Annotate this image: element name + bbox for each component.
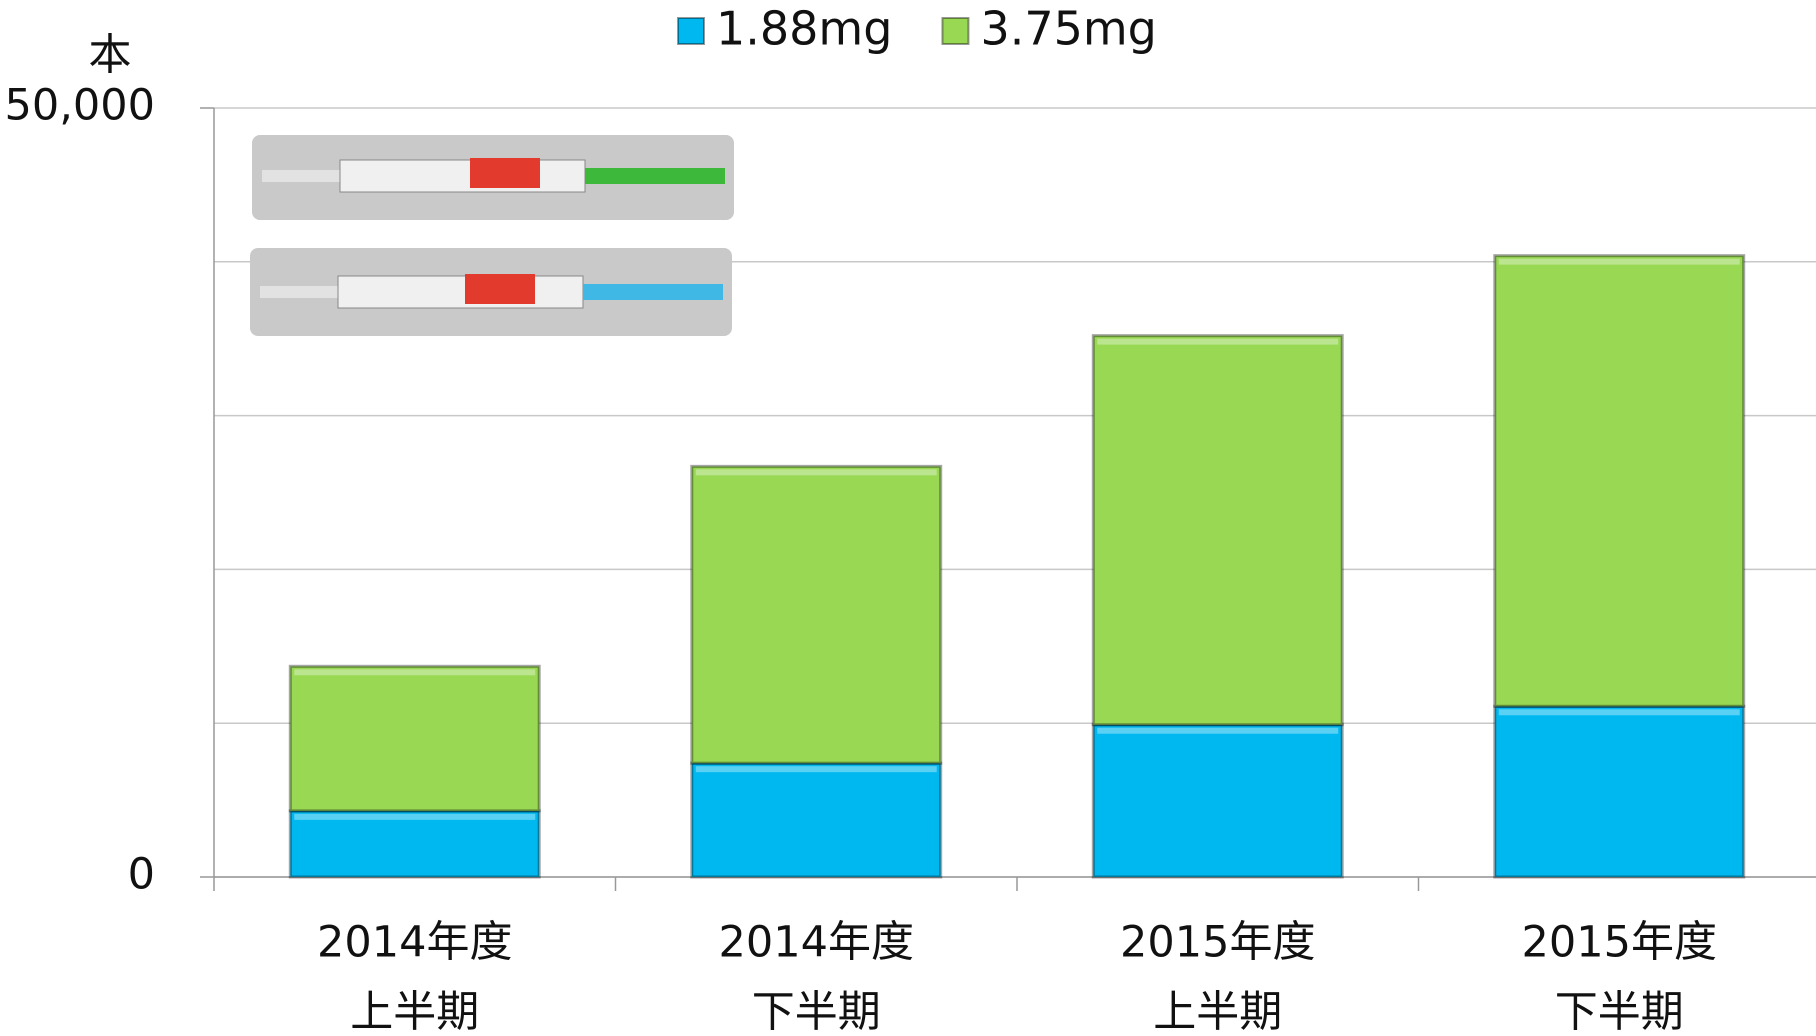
bar-bevel bbox=[1097, 728, 1338, 734]
bar-bevel bbox=[294, 669, 535, 675]
x-tick-label: 下半期 bbox=[752, 988, 881, 1036]
bar-segment bbox=[290, 811, 539, 877]
bar-segment bbox=[692, 466, 941, 763]
x-tick-label: 上半期 bbox=[1153, 988, 1282, 1036]
legend-swatch bbox=[942, 18, 968, 44]
x-tick-label: 下半期 bbox=[1555, 988, 1684, 1036]
y-unit: 本 bbox=[89, 31, 132, 81]
legend-label: 3.75mg bbox=[980, 2, 1156, 56]
needle bbox=[260, 286, 340, 298]
x-tick-label: 2014年度 bbox=[719, 918, 914, 968]
barrel bbox=[338, 276, 583, 308]
bar-segment bbox=[1495, 706, 1744, 877]
y-tick-label: 50,000 bbox=[5, 81, 155, 131]
bar-bevel bbox=[1499, 259, 1740, 265]
bar-bevel bbox=[1499, 709, 1740, 715]
plunger bbox=[583, 284, 723, 300]
bar-bevel bbox=[1097, 339, 1338, 345]
label bbox=[465, 274, 535, 304]
x-tick-label: 2015年度 bbox=[1522, 918, 1717, 968]
bar-segment bbox=[692, 763, 941, 877]
legend-swatch bbox=[678, 18, 704, 44]
bar-segment bbox=[290, 666, 539, 811]
x-tick-label: 2014年度 bbox=[317, 918, 512, 968]
bar-bevel bbox=[294, 814, 535, 820]
bar-bevel bbox=[696, 469, 937, 475]
bar-segment bbox=[1093, 725, 1342, 877]
chart: 本 050,0002014年度上半期2014年度下半期2015年度上半期2015… bbox=[0, 0, 1816, 1036]
barrel bbox=[340, 160, 585, 192]
x-tick-label: 2015年度 bbox=[1120, 918, 1315, 968]
legend-label: 1.88mg bbox=[716, 2, 892, 56]
product-photos bbox=[250, 135, 734, 336]
bar-segment bbox=[1093, 336, 1342, 725]
bar-bevel bbox=[696, 766, 937, 772]
label bbox=[470, 158, 540, 188]
y-tick-label: 0 bbox=[128, 850, 155, 900]
plunger bbox=[585, 168, 725, 184]
bar-segment bbox=[1495, 256, 1744, 707]
x-tick-label: 上半期 bbox=[350, 988, 479, 1036]
needle bbox=[262, 170, 342, 182]
